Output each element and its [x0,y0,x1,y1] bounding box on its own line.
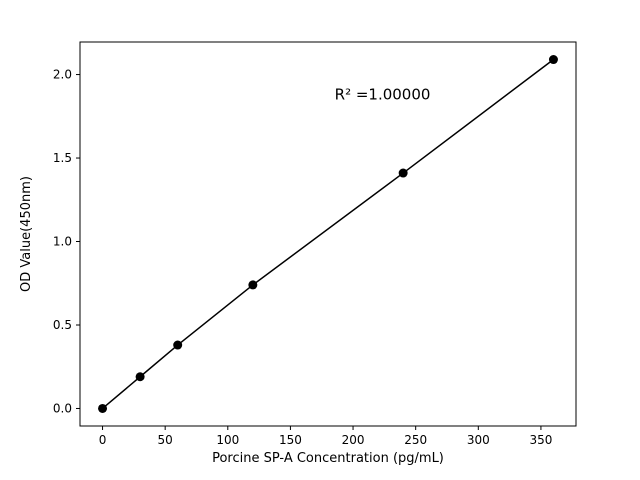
r-squared-annotation: R² =1.00000 [335,86,431,104]
x-axis-label: Porcine SP-A Concentration (pg/mL) [212,451,444,466]
y-tick-label: 2.0 [53,68,72,82]
data-point [173,340,183,350]
data-point [98,403,108,413]
x-tick-label: 100 [216,433,239,447]
x-tick-label: 300 [467,433,490,447]
x-tick-label: 200 [342,433,365,447]
y-tick-label: 0.0 [53,401,72,415]
data-point [398,168,408,178]
x-tick-label: 150 [279,433,302,447]
x-tick-label: 250 [404,433,427,447]
x-tick-label: 50 [158,433,173,447]
data-point [548,55,558,65]
y-tick-label: 0.5 [53,318,72,332]
x-tick-label: 0 [99,433,107,447]
data-point [135,372,145,382]
trend-line [102,58,554,410]
y-axis-label: OD Value(450nm) [19,176,34,292]
y-tick-label: 1.0 [53,235,72,249]
x-tick-label: 350 [529,433,552,447]
y-tick-label: 1.5 [53,151,72,165]
plot-border [79,41,577,427]
data-point [248,280,258,290]
